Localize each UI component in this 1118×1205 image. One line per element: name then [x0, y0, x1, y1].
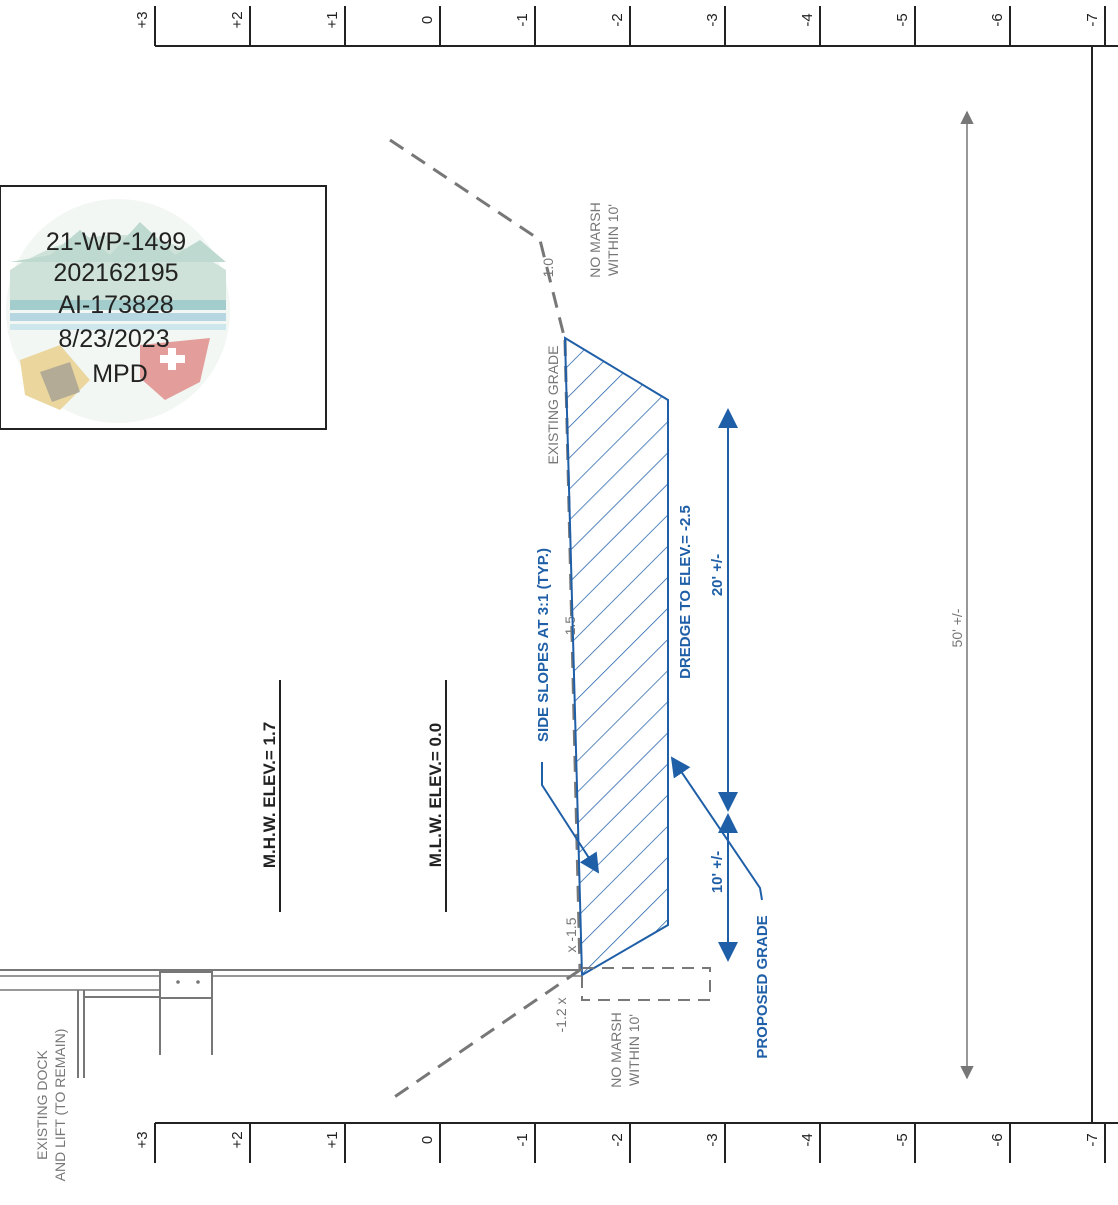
side-slopes-leader — [541, 762, 600, 874]
top-scale-tick-label: -5 — [894, 13, 911, 26]
bottom-scale-tick-label: -2 — [609, 1133, 626, 1146]
dimension-10ft-label: 10' +/- — [709, 851, 726, 893]
stamp-seal-icon — [6, 199, 230, 423]
bottom-scale-tick-label: +3 — [134, 1131, 151, 1148]
top-scale-tick-label: +2 — [229, 11, 246, 28]
top-scale-tick-label: -3 — [704, 13, 721, 26]
existing-grade-label: EXISTING GRADE — [545, 345, 561, 464]
stamp-permit-number: 21-WP-1499 — [46, 228, 186, 256]
bottom-scale-tick-label: +2 — [229, 1131, 246, 1148]
dimension-20ft-label: 20' +/- — [709, 554, 726, 596]
no-marsh-bottom-line1: NO MARSH — [608, 1012, 624, 1087]
dock-label-line1: EXISTING DOCK — [34, 1049, 50, 1159]
dredge-area — [563, 336, 669, 977]
existing-grade-line-upper — [389, 138, 567, 341]
proposed-grade-label: PROPOSED GRADE — [754, 915, 771, 1058]
bottom-scale-tick-label: -6 — [989, 1133, 1006, 1146]
mlw-label: M.L.W. ELEV.= 0.0 — [426, 723, 445, 867]
existing-grade-spot-top: -1.0 — [540, 258, 556, 282]
bottom-scale-tick-label: -5 — [894, 1133, 911, 1146]
dock-bolt-1 — [176, 980, 180, 984]
dimension-20ft: 20' +/- — [709, 408, 738, 812]
no-marsh-bottom-line2: WITHIN 10' — [626, 1014, 642, 1086]
top-scale-tick-label: -1 — [514, 13, 531, 26]
mhw-label-group: M.H.W. ELEV.= 1.7 — [260, 680, 281, 912]
top-scale-tick-label: -7 — [1084, 13, 1101, 26]
top-scale-tick-label: -4 — [799, 13, 816, 26]
bottom-scale-tick-label: -4 — [799, 1133, 816, 1146]
bottom-scale-tick-label: 0 — [419, 1136, 436, 1144]
bottom-scale-tick-label: +1 — [324, 1131, 341, 1148]
stamp-initials: MPD — [92, 360, 148, 388]
dock-label-line2: AND LIFT (TO REMAIN) — [52, 1029, 68, 1182]
top-scale-ticks: +3 +2 +1 0 -1 -2 -3 -4 -5 -6 -7 — [134, 6, 1106, 46]
dimension-50ft: 50' +/- — [949, 110, 974, 1080]
bottom-elevation-scale: +3 +2 +1 0 -1 -2 -3 -4 -5 -6 -7 — [134, 1122, 1118, 1163]
top-scale-tick-label: -2 — [609, 13, 626, 26]
proposed-grade-leader — [670, 756, 763, 901]
existing-grade-line-lower — [389, 968, 581, 1102]
no-marsh-top-line2: WITHIN 10' — [605, 204, 621, 276]
top-elevation-scale: +3 +2 +1 0 -1 -2 -3 -4 -5 -6 -7 — [134, 6, 1118, 47]
top-scale-tick-label: 0 — [419, 16, 436, 24]
permit-stamp: 21-WP-1499 202162195 AI-173828 8/23/2023… — [0, 185, 327, 430]
bottom-scale-ticks: +3 +2 +1 0 -1 -2 -3 -4 -5 -6 -7 — [134, 1123, 1106, 1163]
dock-lift-block — [159, 971, 213, 999]
bottom-scale-tick-label: -3 — [704, 1133, 721, 1146]
stamp-date: 8/23/2023 — [58, 325, 169, 353]
top-scale-tick-label: +3 — [134, 11, 151, 28]
side-slopes-callout: SIDE SLOPES AT 3:1 (TYP.) — [535, 548, 600, 874]
top-scale-tick-label: -6 — [989, 13, 1006, 26]
dock-bolt-2 — [196, 980, 200, 984]
side-slopes-label: SIDE SLOPES AT 3:1 (TYP.) — [535, 548, 552, 742]
dimension-50ft-label: 50' +/- — [949, 608, 965, 647]
dock-slip-outline — [581, 967, 711, 1001]
existing-grade-spot-lower: x -1.5 — [563, 917, 579, 952]
proposed-grade-callout: PROPOSED GRADE — [670, 756, 771, 1059]
mlw-label-group: M.L.W. ELEV.= 0.0 — [426, 680, 447, 912]
top-scale-tick-label: +1 — [324, 11, 341, 28]
bottom-scale-tick-label: -7 — [1084, 1133, 1101, 1146]
no-marsh-top-line1: NO MARSH — [587, 202, 603, 277]
dredge-to-label: DREDGE TO ELEV.= -2.5 — [677, 505, 694, 679]
existing-grade-spot-bottom: -1.2 x — [553, 997, 569, 1032]
bottom-scale-tick-label: -1 — [514, 1133, 531, 1146]
mhw-label: M.H.W. ELEV.= 1.7 — [260, 722, 279, 868]
stamp-ai-number: AI-173828 — [58, 291, 173, 319]
stamp-tracking-number: 202162195 — [53, 259, 178, 287]
existing-dock: EXISTING DOCK AND LIFT (TO REMAIN) — [0, 967, 711, 1182]
